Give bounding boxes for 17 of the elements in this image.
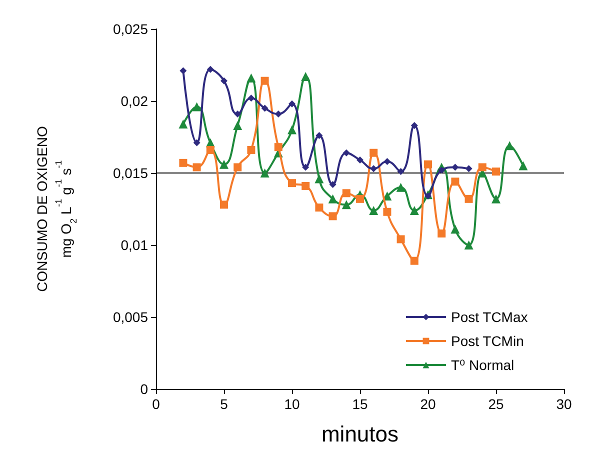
y-tick-label: 0,005 [112, 309, 148, 325]
legend-label: Post TCMax [450, 309, 528, 325]
legend-label: T⁰ Normal [450, 357, 514, 373]
legend-label: Post TCMin [450, 333, 524, 349]
y-tick-label: 0 [140, 381, 148, 397]
x-tick-label: 0 [152, 396, 160, 412]
y-tick-label: 0,02 [120, 93, 148, 109]
x-tick-label: 30 [556, 396, 572, 412]
y-tick-label: 0,015 [112, 165, 148, 181]
x-tick-label: 25 [488, 396, 504, 412]
x-tick-label: 15 [352, 396, 368, 412]
y-tick-label: 0,01 [120, 237, 148, 253]
y-tick-label: 0,025 [112, 21, 148, 37]
x-tick-label: 10 [284, 396, 300, 412]
x-axis-title: minutos [321, 422, 399, 446]
x-tick-label: 20 [420, 396, 436, 412]
x-tick-label: 5 [220, 396, 228, 412]
